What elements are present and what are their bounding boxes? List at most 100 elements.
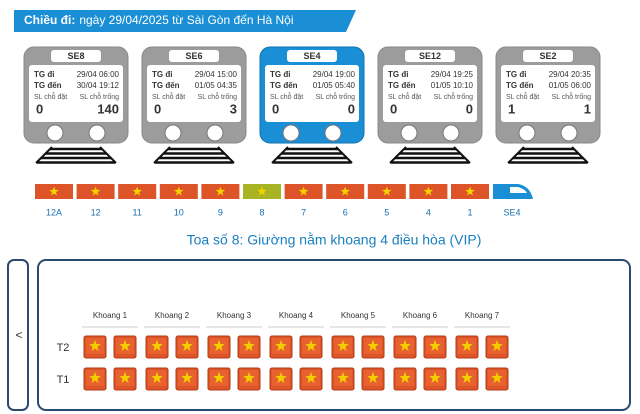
star-icon [181, 340, 193, 351]
booked-label: SL chỗ đặt [506, 92, 539, 101]
wheel [560, 124, 578, 142]
star-icon [213, 340, 225, 351]
coach-label: 9 [218, 207, 223, 217]
coach-label: 12 [91, 207, 101, 217]
star-icon [399, 372, 411, 383]
engine-label: SE4 [503, 207, 520, 217]
star-icon [243, 372, 255, 383]
compartment-label: Khoang 5 [341, 311, 376, 320]
free-count: 3 [230, 101, 237, 116]
star-icon [461, 372, 473, 383]
star-icon [423, 186, 434, 196]
rail [507, 146, 589, 164]
star-icon [119, 340, 131, 351]
train-name-tab [169, 50, 219, 62]
info-label: TG đi [152, 70, 172, 79]
train-info-panel [147, 65, 241, 122]
rail [271, 146, 353, 164]
wheel [88, 124, 106, 142]
coach-label: 5 [384, 207, 389, 217]
booked-label: SL chỗ đặt [270, 92, 303, 101]
compartment-label: Khoang 7 [465, 311, 500, 320]
star-icon [215, 186, 226, 196]
engine-window [510, 187, 527, 193]
wheel [164, 124, 182, 142]
star-icon [151, 340, 163, 351]
train-info-panel [265, 65, 359, 122]
star-icon [151, 372, 163, 383]
wheel [46, 124, 64, 142]
info-label: TG đến [152, 81, 180, 90]
row-label: T1 [57, 374, 70, 386]
prev-panel[interactable] [7, 259, 29, 411]
free-label: SL chỗ trống [198, 92, 238, 101]
coach-label: 6 [343, 207, 348, 217]
star-icon [491, 372, 503, 383]
coach-title: Toa số 8: Giường nằm khoang 4 điều hòa (… [187, 232, 482, 248]
booked-count: 0 [36, 101, 43, 116]
star-icon [429, 340, 441, 351]
star-icon [382, 186, 392, 196]
booked-label: SL chỗ đặt [388, 92, 421, 101]
free-label: SL chỗ trống [434, 92, 474, 101]
wheel [206, 124, 224, 142]
star-icon [275, 372, 287, 383]
star-icon [132, 186, 142, 196]
info-value: 29/04 19:25 [431, 70, 474, 79]
star-icon [367, 372, 379, 383]
info-value: 29/04 15:00 [195, 70, 238, 79]
info-label: TG đi [34, 70, 54, 79]
info-label: TG đến [34, 81, 62, 90]
booked-count: 0 [390, 101, 397, 116]
star-icon [257, 186, 267, 196]
wheel [400, 124, 418, 142]
star-icon [119, 372, 131, 383]
info-label: TG đến [506, 81, 534, 90]
coach-label: 12A [46, 207, 62, 217]
coach-label: 4 [426, 207, 431, 217]
star-icon [174, 186, 184, 196]
free-count: 140 [97, 101, 119, 116]
info-label: TG đến [270, 81, 298, 90]
star-icon [298, 186, 309, 196]
booked-label: SL chỗ đặt [34, 92, 67, 101]
star-icon [89, 372, 101, 383]
info-label: TG đi [506, 70, 526, 79]
info-value: 01/05 04:35 [195, 81, 238, 90]
star-icon [181, 372, 193, 383]
coach-label: 11 [133, 207, 142, 217]
train-name: SE4 [303, 51, 320, 61]
star-icon [275, 340, 287, 351]
free-count: 0 [466, 101, 473, 116]
compartment-label: Khoang 4 [279, 311, 314, 320]
rail [153, 146, 235, 164]
star-icon [337, 372, 349, 383]
coach-label: 8 [259, 207, 264, 217]
star-icon [243, 340, 255, 351]
free-count: 1 [584, 101, 591, 116]
train-name-tab [405, 50, 455, 62]
compartment-label: Khoang 2 [155, 311, 190, 320]
info-label: TG đến [388, 81, 416, 90]
prev-arrow[interactable]: < [15, 328, 22, 342]
info-value: 29/04 19:00 [313, 70, 356, 79]
star-icon [367, 340, 379, 351]
compartment-label: Khoang 3 [217, 311, 252, 320]
header-text: ngày 29/04/2025 từ Sài Gòn đến Hà Nội [79, 13, 293, 27]
info-value: 01/05 06:00 [549, 81, 592, 90]
star-icon [399, 340, 411, 351]
wheel [518, 124, 536, 142]
info-label: TG đi [388, 70, 408, 79]
train-info-panel [501, 65, 595, 122]
rail [35, 146, 117, 164]
info-value: 01/05 10:10 [431, 81, 474, 90]
info-value: 29/04 20:35 [549, 70, 592, 79]
train-name-tab [287, 50, 337, 62]
star-icon [305, 372, 317, 383]
compartment-label: Khoang 6 [403, 311, 438, 320]
train-name: SE12 [419, 51, 441, 61]
wheel [282, 124, 300, 142]
booked-count: 0 [154, 101, 161, 116]
rail [389, 146, 471, 164]
